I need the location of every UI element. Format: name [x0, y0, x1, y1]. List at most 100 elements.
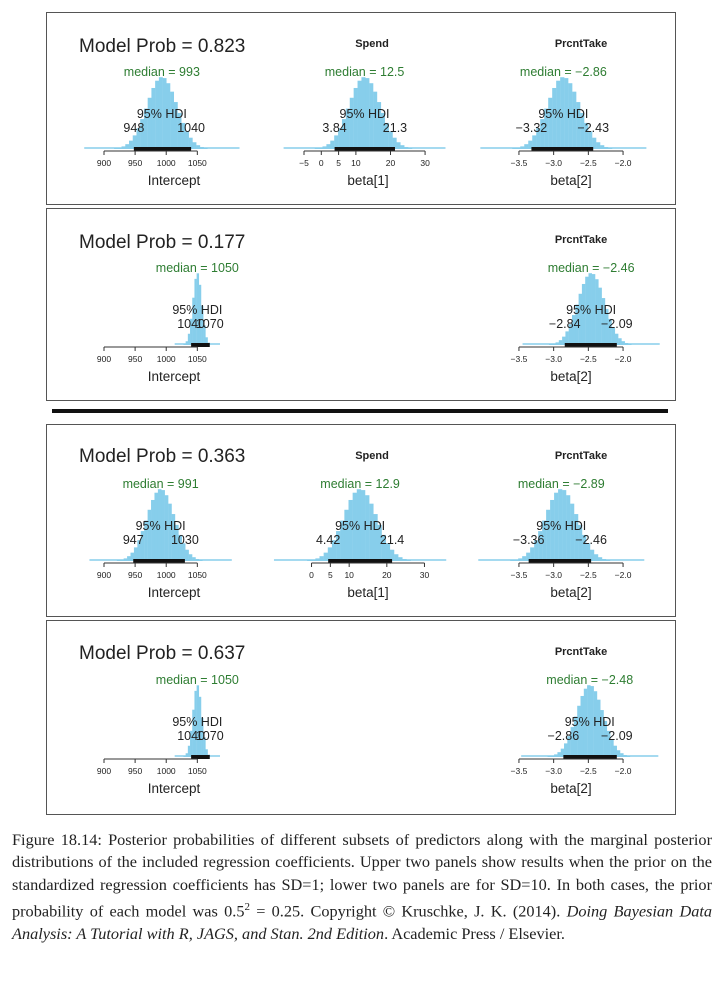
histogram-bar	[205, 337, 208, 345]
x-tick-label: 900	[97, 570, 111, 580]
hdi-label: 95% HDI	[172, 715, 222, 729]
histogram-bar	[185, 341, 189, 345]
histogram-bar	[345, 108, 350, 149]
histogram-bar	[587, 685, 591, 757]
x-tick-label: 950	[128, 158, 142, 168]
x-tick-label: 1050	[188, 766, 207, 776]
histogram-bar	[557, 752, 561, 757]
histogram-bar	[596, 699, 601, 757]
histogram-bar	[327, 547, 333, 561]
hdi-label: 95% HDI	[565, 715, 615, 729]
histogram-bar	[196, 145, 201, 149]
x-tick-label: 5	[328, 570, 333, 580]
histogram-bar	[344, 509, 349, 561]
histogram-bar	[196, 273, 200, 345]
histogram-bar	[550, 499, 555, 561]
histogram-bar	[398, 557, 403, 561]
hdi-label: 95% HDI	[335, 519, 385, 533]
histogram-bar	[168, 503, 172, 561]
model-prob-label: Model Prob = 0.363	[79, 446, 246, 467]
x-tick-label: −3.0	[545, 766, 562, 776]
caption-book-title: Doing Bayesian Data Analysis: A Tutorial…	[12, 901, 713, 943]
histogram-bar	[192, 297, 195, 345]
histogram-bar	[185, 753, 189, 757]
chart-title: Spend	[355, 38, 389, 50]
histogram-bar	[600, 145, 605, 149]
hdi-label: 95% HDI	[136, 519, 186, 533]
posterior-chart: PrcntTake median = −2.48 95% HDI−2.86 −2.09…	[511, 646, 659, 796]
histogram-bar	[544, 108, 549, 149]
histogram-bar	[611, 327, 616, 345]
x-tick-label: −3.5	[511, 570, 528, 580]
histogram-bar	[560, 748, 565, 757]
histogram-bar	[570, 503, 575, 561]
histogram-bar	[323, 552, 328, 561]
histogram-bar	[572, 315, 576, 345]
histogram-bar	[577, 705, 581, 757]
hdi-high-label: −2.46	[575, 533, 607, 547]
chart-title: PrcntTake	[555, 234, 607, 246]
histogram-bar	[154, 492, 159, 561]
hdi-label: 95% HDI	[536, 519, 586, 533]
hdi-label: 95% HDI	[137, 107, 187, 121]
histogram-bar	[185, 131, 189, 149]
model-prob-label: Model Prob = 0.823	[79, 36, 246, 57]
histogram-bar	[586, 543, 591, 561]
figure-caption: Figure 18.14: Posterior probabilities of…	[12, 829, 712, 945]
histogram-bar	[601, 298, 606, 345]
x-axis-label: Intercept	[148, 369, 201, 384]
histogram-bar	[140, 531, 145, 561]
histogram-bar	[592, 137, 597, 149]
histogram-bar	[596, 142, 601, 149]
histogram-bar	[143, 108, 148, 149]
histogram-bar	[357, 80, 362, 149]
histogram-bar	[132, 135, 137, 149]
hdi-label: 95% HDI	[172, 303, 222, 317]
histogram-bar	[621, 341, 625, 345]
x-tick-label: −3.0	[545, 354, 562, 364]
hdi-high-label: 1070	[196, 317, 224, 331]
x-tick-label: 900	[97, 158, 111, 168]
caption-text: Posterior probabilities of different sub…	[12, 830, 712, 921]
histogram-bar	[133, 547, 138, 561]
histogram-bar	[203, 737, 206, 757]
model-panel-2: Model Prob = 0.177	[46, 208, 676, 401]
histogram-bar	[584, 122, 589, 149]
hdi-high-label: 1070	[196, 729, 224, 743]
histogram-bar	[192, 709, 195, 757]
histogram-bar	[564, 743, 568, 757]
hdi-low-label: 4.42	[316, 533, 340, 547]
histogram-bar	[192, 142, 197, 149]
histogram-bar	[591, 274, 596, 345]
x-tick-label: 1000	[157, 766, 176, 776]
histogram-bar	[568, 324, 573, 345]
x-axis-label: beta[2]	[550, 173, 591, 188]
histogram-bar	[598, 557, 603, 561]
posterior-chart: PrcntTake median = −2.46 95% HDI−2.84 −2.09…	[511, 234, 660, 384]
histogram-bar	[127, 556, 131, 561]
x-tick-label: 950	[128, 570, 142, 580]
histogram-bar	[190, 318, 193, 345]
histogram-bar	[151, 499, 155, 561]
x-tick-label: 950	[128, 766, 142, 776]
x-tick-label: −2.0	[615, 570, 632, 580]
histogram-bar	[129, 140, 133, 149]
histogram-bar	[575, 304, 579, 345]
median-label: median = 991	[123, 477, 199, 491]
histogram-bar	[192, 557, 196, 561]
hdi-high-label: 1030	[171, 533, 199, 547]
histogram-bar	[151, 87, 156, 149]
histogram-bar	[585, 276, 589, 345]
hdi-low-label: 947	[123, 533, 144, 547]
histogram-bar	[567, 736, 571, 757]
x-tick-label: 1050	[188, 570, 207, 580]
x-tick-label: −2.0	[615, 354, 632, 364]
x-tick-label: 10	[351, 158, 361, 168]
histogram-bar	[570, 727, 575, 757]
histogram-bar	[578, 293, 583, 345]
median-label: median = 1050	[156, 673, 239, 687]
